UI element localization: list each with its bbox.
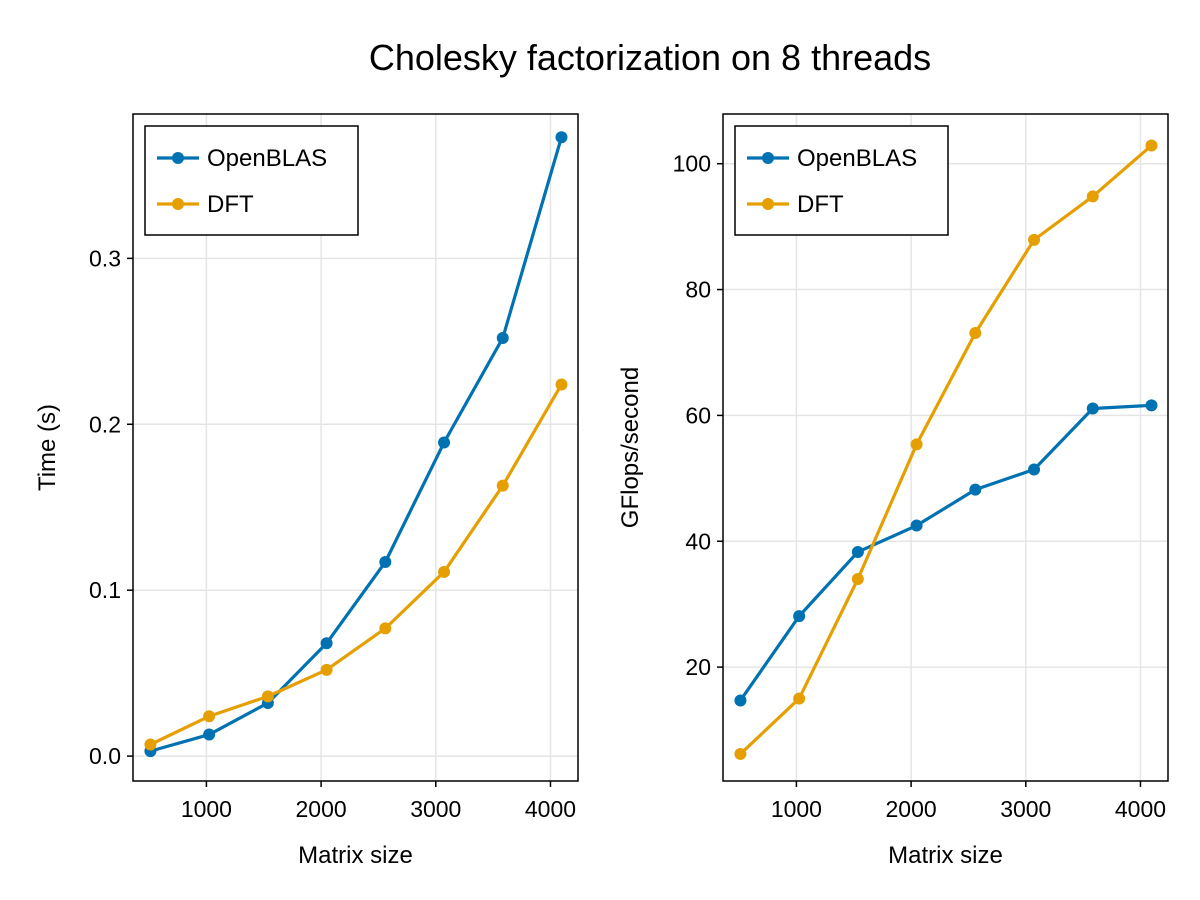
- data-point-dft: [144, 738, 157, 751]
- series-line-dft: [149, 383, 563, 746]
- legend-swatch-marker: [172, 152, 184, 164]
- y-tick-label: 80: [685, 277, 711, 303]
- data-point-dft: [261, 690, 274, 703]
- x-tick-label: 3000: [410, 796, 461, 822]
- x-tick-label: 4000: [525, 796, 576, 822]
- series-line-dft: [739, 144, 1153, 756]
- legend: OpenBLAS DFT: [144, 125, 359, 236]
- data-point-openblas: [910, 519, 923, 532]
- data-point-dft: [438, 565, 451, 578]
- data-point-openblas: [793, 610, 806, 623]
- chart-title: Cholesky factorization on 8 threads: [369, 37, 931, 78]
- chart-panels: 1000 2000 3000 4000 0.0 0.1 0.2 0.3 Matrix size T…: [34, 113, 1169, 869]
- x-tick-label: 4000: [1115, 796, 1166, 822]
- legend-swatch-marker: [762, 198, 774, 210]
- x-axis-label: Matrix size: [888, 842, 1003, 869]
- plot-frame: [132, 113, 579, 782]
- x-tick-label: 1000: [771, 796, 822, 822]
- x-tick-label: 2000: [886, 796, 937, 822]
- data-point-openblas: [496, 331, 509, 344]
- data-point-openblas: [1028, 463, 1041, 476]
- legend-label: OpenBLAS: [797, 145, 917, 172]
- legend-label: DFT: [207, 191, 254, 218]
- legend-swatch-marker: [762, 152, 774, 164]
- data-point-openblas: [203, 728, 216, 741]
- data-point-dft: [203, 710, 216, 723]
- y-axis-label: GFlops/second: [617, 367, 644, 528]
- data-point-dft: [793, 692, 806, 705]
- chart-panel-2: 1000 2000 3000 4000 20 40 60 80 100 Matrix size GF…: [617, 113, 1169, 869]
- y-tick-label: 60: [685, 402, 711, 428]
- y-tick-label: 0.1: [89, 577, 121, 603]
- chart-panel-1: 1000 2000 3000 4000 0.0 0.1 0.2 0.3 Matrix size T…: [34, 113, 579, 869]
- legend-box: [144, 125, 359, 236]
- data-point-dft: [1028, 233, 1041, 246]
- series-line-openblas: [149, 136, 564, 753]
- data-point-dft: [379, 622, 392, 635]
- y-axis-label: Time (s): [34, 404, 61, 491]
- x-tick-label: 1000: [181, 796, 232, 822]
- data-point-dft: [734, 747, 747, 760]
- legend: OpenBLAS DFT: [734, 125, 949, 236]
- y-tick-label: 0.0: [89, 743, 121, 769]
- series-line-openblas: [739, 403, 1152, 702]
- data-point-openblas: [438, 436, 451, 449]
- data-point-openblas: [320, 637, 333, 650]
- x-tick-label: 2000: [296, 796, 347, 822]
- data-point-openblas: [555, 131, 568, 144]
- x-axis-label: Matrix size: [298, 842, 413, 869]
- data-point-dft: [969, 326, 982, 339]
- y-tick-label: 0.3: [89, 245, 121, 271]
- y-tick-label: 40: [685, 528, 711, 554]
- legend-label: DFT: [797, 191, 844, 218]
- plot-frame: [722, 113, 1169, 782]
- y-tick-label: 0.2: [89, 411, 121, 437]
- data-point-openblas: [379, 555, 392, 568]
- data-point-dft: [1086, 190, 1099, 203]
- data-point-openblas: [1145, 399, 1158, 412]
- data-point-openblas: [734, 694, 747, 707]
- data-point-openblas: [969, 483, 982, 496]
- data-point-dft: [496, 479, 509, 492]
- data-point-dft: [320, 663, 333, 676]
- data-point-openblas: [1086, 402, 1099, 415]
- x-tick-label: 3000: [1000, 796, 1051, 822]
- data-point-dft: [1145, 139, 1158, 152]
- legend-swatch-marker: [172, 198, 184, 210]
- y-tick-label: 20: [685, 654, 711, 680]
- data-point-openblas: [851, 545, 864, 558]
- legend-box: [734, 125, 949, 236]
- y-tick-label: 100: [673, 151, 711, 177]
- data-point-dft: [555, 378, 568, 391]
- legend-label: OpenBLAS: [207, 145, 327, 172]
- data-point-dft: [851, 573, 864, 586]
- data-point-dft: [910, 438, 923, 451]
